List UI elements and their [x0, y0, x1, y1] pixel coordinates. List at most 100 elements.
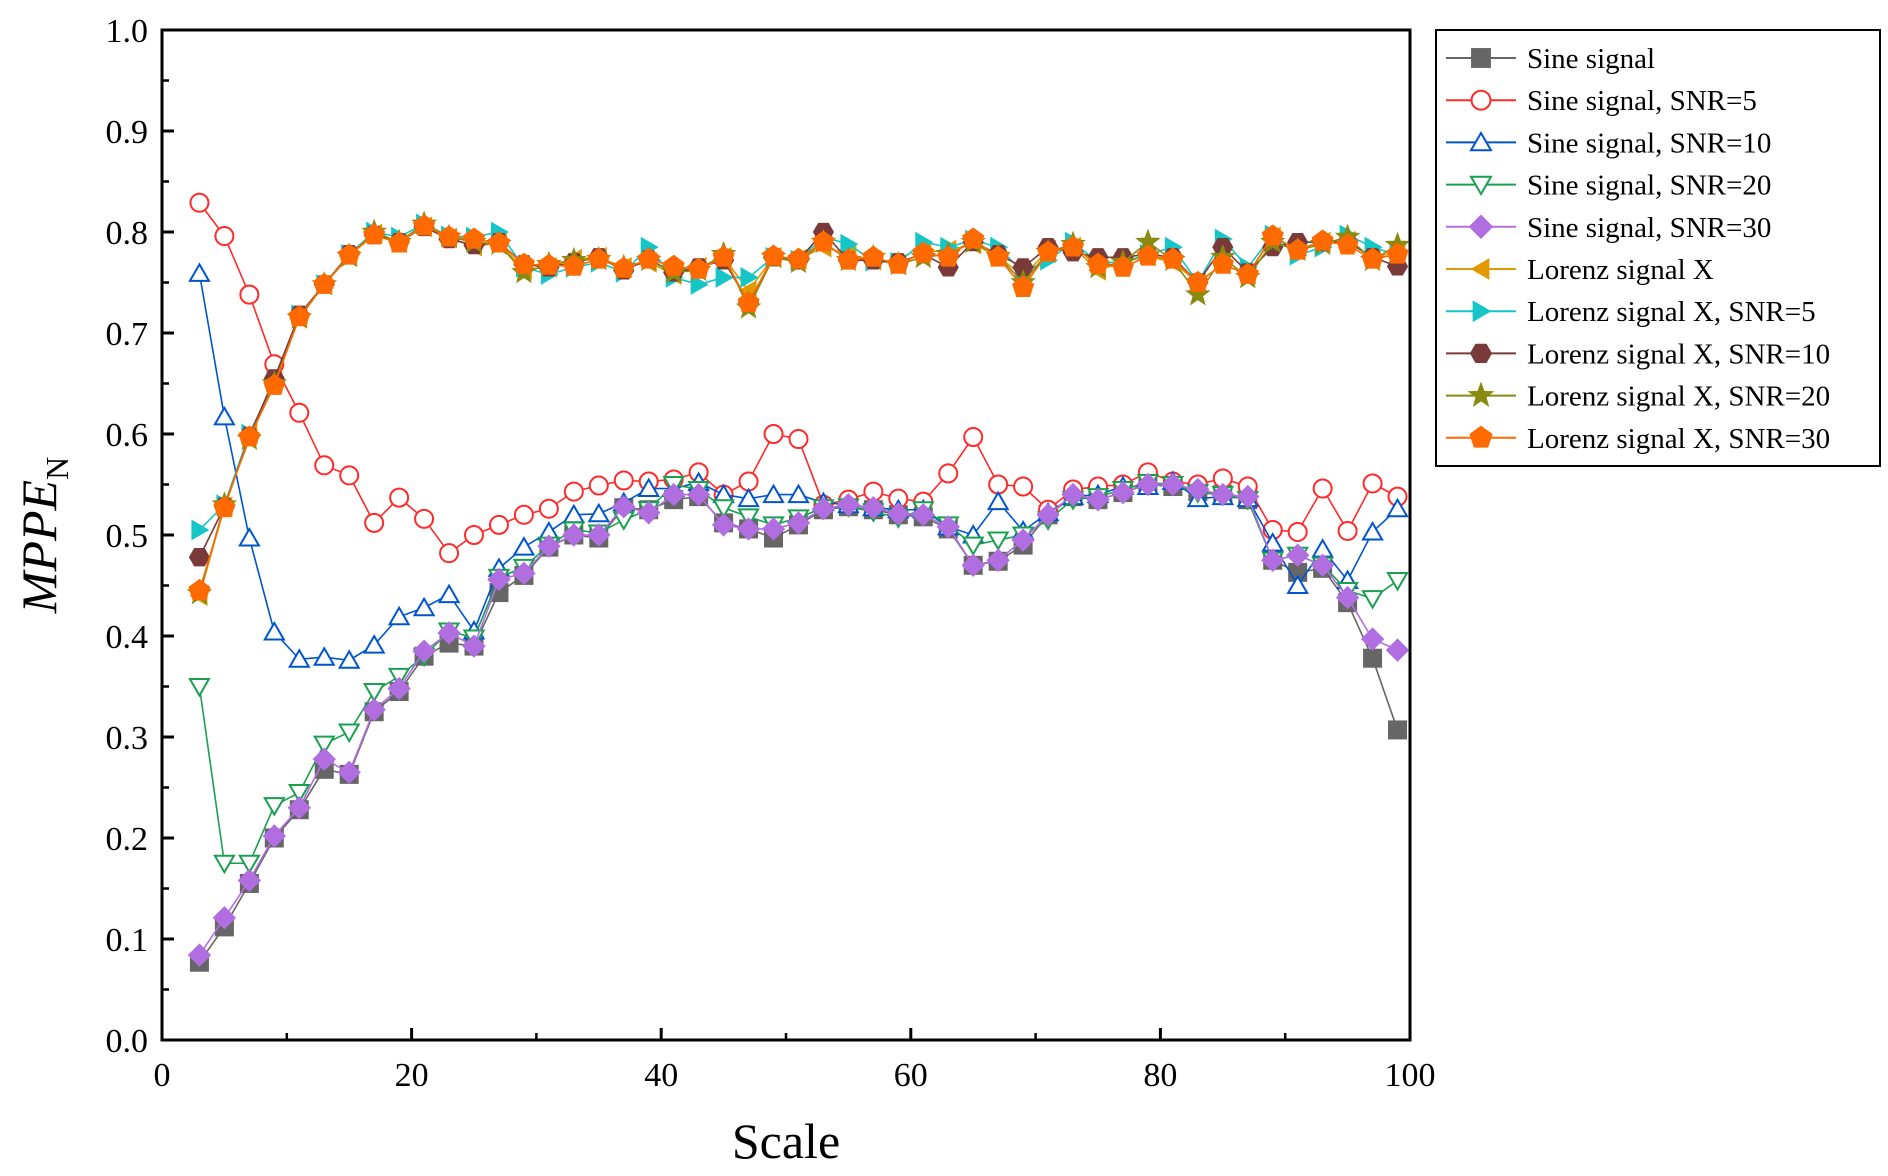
- y-tick-label: 0.8: [106, 215, 149, 252]
- data-point: [214, 226, 235, 247]
- data-point: [1086, 252, 1110, 274]
- data-point: [786, 511, 811, 535]
- data-point: [187, 943, 212, 967]
- data-point: [762, 483, 785, 504]
- data-point: [712, 245, 735, 267]
- data-point: [1286, 238, 1309, 260]
- y-tick-label: 1.0: [106, 13, 149, 50]
- data-point: [312, 646, 336, 666]
- data-point: [1261, 224, 1284, 246]
- data-point: [462, 634, 486, 658]
- data-point: [1335, 585, 1360, 610]
- y-axis-title: MPPEN: [11, 457, 75, 614]
- data-point: [886, 502, 911, 526]
- data-point: [188, 548, 211, 567]
- data-point: [337, 723, 361, 743]
- series-1: [189, 192, 1408, 564]
- legend-item: Lorenz signal X: [1446, 254, 1714, 286]
- data-point: [537, 534, 561, 558]
- y-axis-title-main: MPPE: [11, 480, 67, 614]
- legend-label: Lorenz signal X: [1527, 254, 1714, 286]
- data-point: [191, 519, 210, 541]
- data-point: [437, 225, 461, 247]
- data-point: [188, 262, 211, 282]
- data-point: [788, 429, 809, 450]
- data-point: [1261, 548, 1285, 572]
- y-tick-label: 0.3: [106, 720, 149, 757]
- data-point: [1161, 247, 1184, 269]
- data-point: [238, 854, 261, 875]
- data-point: [711, 513, 736, 537]
- data-point: [763, 424, 784, 444]
- x-tick-label: 80: [1143, 1057, 1177, 1094]
- data-point: [737, 291, 760, 313]
- data-point: [587, 247, 610, 269]
- data-point: [1185, 281, 1211, 306]
- legend: Sine signal Sine signal, SNR=5 Sine signal…: [1435, 29, 1881, 467]
- data-point: [363, 223, 386, 245]
- data-point: [488, 514, 509, 535]
- data-point: [861, 496, 886, 520]
- data-point: [512, 561, 536, 586]
- y-tick-label: 0.4: [106, 619, 149, 656]
- data-point: [613, 470, 634, 491]
- legend-item: Lorenz signal X, SNR=30: [1446, 423, 1830, 455]
- x-tick-label: 0: [154, 1057, 171, 1094]
- data-point: [1161, 472, 1185, 497]
- data-point: [213, 405, 236, 426]
- data-point: [412, 639, 436, 663]
- x-tick-label: 20: [395, 1057, 429, 1094]
- data-point: [1236, 484, 1260, 509]
- legend-item: Lorenz signal X, SNR=10: [1446, 338, 1830, 370]
- data-point: [287, 795, 311, 820]
- data-point: [288, 648, 311, 668]
- data-point: [364, 512, 385, 533]
- data-point: [1036, 503, 1060, 527]
- data-point: [512, 536, 536, 556]
- y-tick-label: 0.9: [106, 114, 149, 151]
- data-point: [1061, 482, 1085, 507]
- axes-layer: 0 20 40 60 80 100 0.0 0.1 0.2 0.3 0.4 0.5 0.6 0.7 0.8 0…: [106, 13, 1436, 1094]
- data-point: [538, 498, 559, 519]
- series-4: [187, 472, 1410, 967]
- data-point: [238, 527, 261, 547]
- legend-label: Lorenz signal X, SNR=10: [1527, 338, 1830, 370]
- data-point: [239, 284, 260, 305]
- legend-label: Lorenz signal X, SNR=20: [1527, 381, 1830, 413]
- data-point: [1111, 255, 1135, 277]
- legend-item: Lorenz signal X, SNR=20: [1446, 381, 1830, 413]
- data-point: [464, 525, 484, 545]
- data-point: [437, 621, 461, 645]
- data-point: [314, 455, 335, 476]
- data-point: [787, 247, 810, 269]
- data-point: [312, 735, 336, 756]
- legend-box: [1435, 29, 1881, 467]
- data-point: [263, 373, 286, 395]
- data-point: [836, 492, 861, 517]
- legend-marker: [1470, 89, 1492, 111]
- data-point: [961, 536, 985, 557]
- legend-label: Sine signal, SNR=30: [1527, 212, 1771, 244]
- data-point: [1361, 590, 1384, 610]
- legend-item: Lorenz signal X, SNR=5: [1446, 296, 1816, 328]
- data-point: [936, 515, 960, 539]
- legend-marker: [1471, 48, 1491, 68]
- legend-item: Sine signal, SNR=5: [1446, 85, 1757, 117]
- data-point: [912, 241, 935, 263]
- data-point: [1337, 520, 1358, 541]
- legend-marker: [1469, 425, 1493, 448]
- legend-label: Lorenz signal X, SNR=30: [1527, 423, 1830, 455]
- series-9: [188, 214, 1409, 600]
- data-point: [288, 305, 311, 327]
- data-point: [715, 267, 734, 288]
- data-point: [188, 678, 211, 698]
- data-point: [388, 231, 411, 253]
- data-point: [1011, 528, 1035, 552]
- legend-marker: [1469, 130, 1493, 152]
- data-point: [288, 784, 311, 804]
- data-point: [512, 252, 535, 274]
- legend-marker: [1472, 300, 1492, 323]
- data-point: [911, 503, 935, 527]
- x-tick-label: 100: [1385, 1057, 1436, 1094]
- legend-marker: [1469, 175, 1493, 197]
